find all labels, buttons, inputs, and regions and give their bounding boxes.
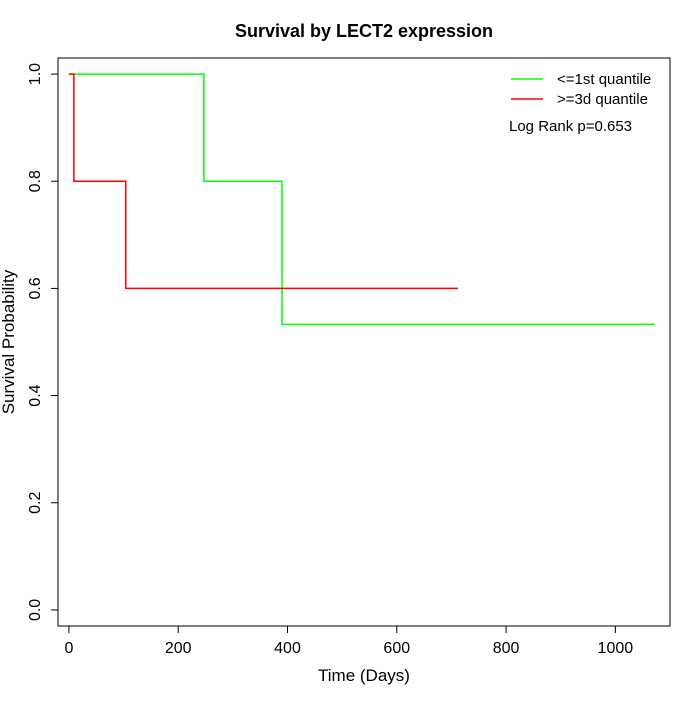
- y-tick-label: 0.2: [27, 492, 44, 514]
- x-tick-label: 400: [274, 640, 301, 657]
- x-tick-label: 0: [64, 640, 73, 657]
- y-tick-label: 0.0: [27, 599, 44, 621]
- x-axis-label: Time (Days): [318, 666, 410, 685]
- x-tick-label: 600: [383, 640, 410, 657]
- legend-label-series-1: >=3d quantile: [557, 91, 648, 108]
- y-tick-label: 0.6: [27, 277, 44, 299]
- legend-label-series-0: <=1st quantile: [557, 71, 651, 88]
- series-line-1: [68, 73, 458, 290]
- x-tick-label: 200: [165, 640, 192, 657]
- plot-frame: [57, 57, 671, 627]
- legend: <=1st quantile >=3d quantile Log Rank p=…: [509, 71, 651, 135]
- y-axis: 0.0 0.2 0.4 0.6 0.8 1.0: [27, 63, 59, 621]
- series-layer: [68, 73, 655, 326]
- chart-title: Survival by LECT2 expression: [235, 21, 493, 41]
- x-axis: 0 200 400 600 800 1000: [64, 625, 634, 657]
- y-tick-label: 1.0: [27, 63, 44, 85]
- x-tick-label: 1000: [598, 640, 634, 657]
- series-line-0: [68, 73, 655, 326]
- y-tick-label: 0.8: [27, 170, 44, 192]
- y-tick-label: 0.4: [27, 384, 44, 406]
- y-axis-label: Survival Probability: [0, 269, 18, 414]
- log-rank-annotation: Log Rank p=0.653: [509, 118, 632, 135]
- x-tick-label: 800: [493, 640, 520, 657]
